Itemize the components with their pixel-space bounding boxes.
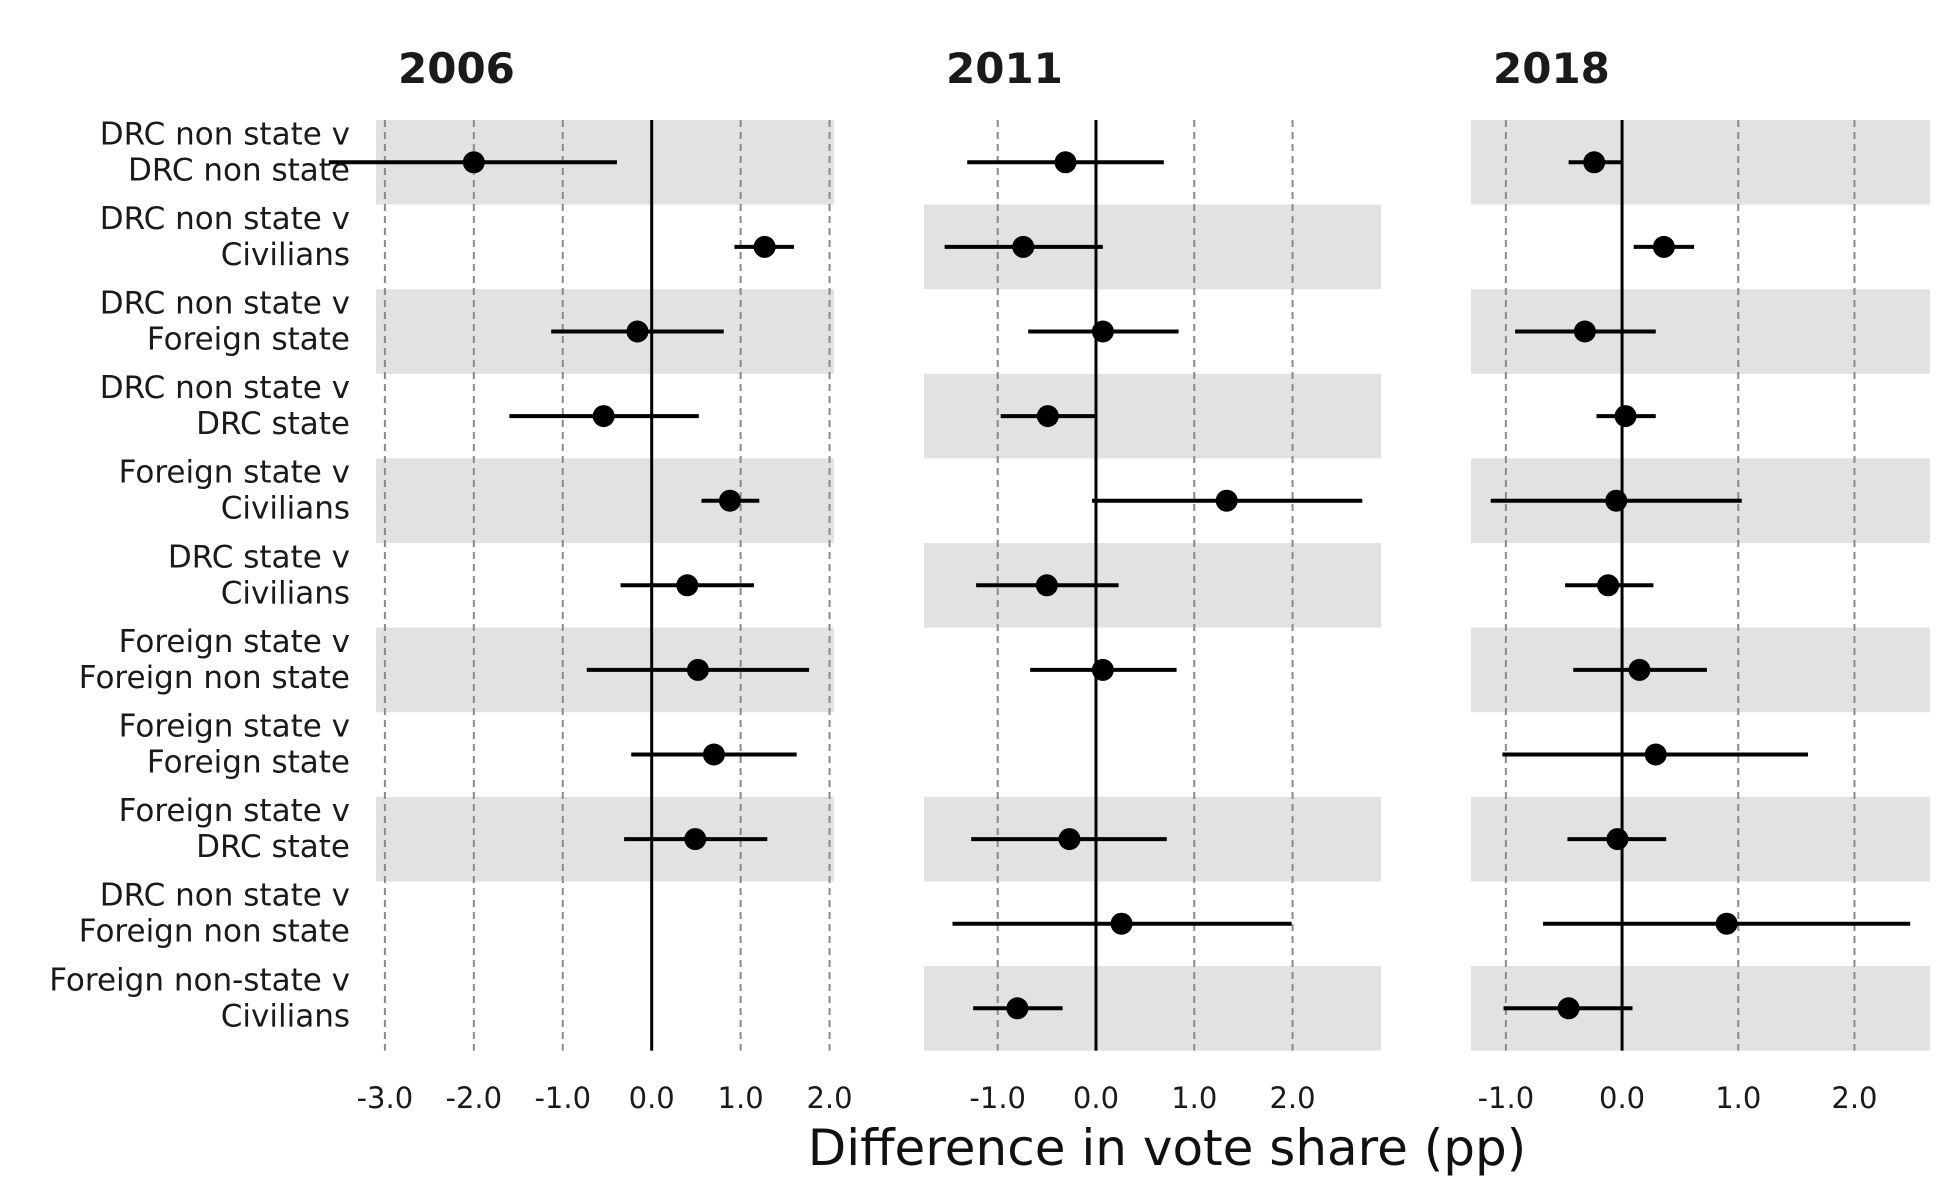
panel-title: 2011 (946, 44, 1063, 93)
row-band (376, 458, 834, 543)
row-label: DRC state v (168, 539, 350, 575)
tick-label: -1.0 (534, 1081, 591, 1115)
row-label: Foreign non state (79, 914, 350, 950)
tick-label: 0.0 (1599, 1081, 1645, 1115)
estimate-point (592, 405, 615, 428)
estimate-point (1583, 151, 1606, 174)
panel-2006: -3.0 -2.0 -1.0 0.0 1.0 2.0 2006 (328, 44, 853, 1115)
estimate-point (1035, 574, 1058, 597)
row-label: DRC non state (128, 152, 350, 188)
tick-label: -2.0 (446, 1081, 503, 1115)
panel-2011: -1.0 0.0 1.0 2.0 2011 (924, 44, 1381, 1115)
estimate-point (1036, 405, 1059, 428)
row-label: Foreign state v (119, 455, 350, 491)
row-label: Foreign state v (119, 624, 350, 660)
estimate-point (753, 235, 776, 258)
row-band (1471, 796, 1930, 882)
estimate-point (1557, 997, 1580, 1020)
tick-label: 0.0 (1073, 1081, 1119, 1115)
estimate-point (676, 574, 699, 597)
tick-label: 0.0 (629, 1081, 675, 1115)
tick-label: 2.0 (1269, 1081, 1315, 1115)
row-label: DRC state (196, 829, 350, 865)
row-label: Civilians (221, 491, 350, 527)
estimate-point (1006, 997, 1029, 1020)
row-band (924, 373, 1381, 459)
tick-label: -1.0 (1478, 1081, 1535, 1115)
estimate-point (1644, 743, 1667, 766)
row-label: DRC non state v (100, 201, 350, 237)
estimate-point (1091, 658, 1114, 681)
row-label: DRC state (196, 406, 350, 442)
estimate-point (1628, 658, 1651, 681)
row-label: Civilians (221, 237, 350, 273)
tick-label: -1.0 (969, 1081, 1026, 1115)
panel-2018: -1.0 0.0 1.0 2.0 2018 (1471, 44, 1930, 1115)
row-label: Foreign non-state v (49, 962, 350, 998)
estimate-point (1091, 320, 1114, 343)
tick-label: 2.0 (1831, 1081, 1877, 1115)
estimate-point (1215, 489, 1238, 512)
estimate-point (1058, 828, 1081, 851)
row-label: Foreign state (147, 745, 350, 781)
tick-label: 1.0 (1715, 1081, 1761, 1115)
row-label: DRC non state v (100, 878, 350, 914)
panel-title: 2018 (1493, 44, 1610, 93)
tick-label: 2.0 (806, 1081, 852, 1115)
row-label: Foreign state v (119, 709, 350, 745)
row-label: DRC non state v (100, 286, 350, 322)
estimate-point (1606, 828, 1629, 851)
estimate-point (1597, 574, 1620, 597)
row-label: Civilians (221, 998, 350, 1034)
row-label: Foreign state v (119, 793, 350, 829)
row-label: Civilians (221, 575, 350, 611)
row-label: DRC non state v (100, 116, 350, 152)
estimate-point (1652, 235, 1675, 258)
estimate-point (462, 151, 485, 174)
estimate-point (626, 320, 649, 343)
row-label: Foreign state (147, 322, 350, 358)
row-label: Foreign non state (79, 660, 350, 696)
tick-label: 1.0 (718, 1081, 764, 1115)
estimate-point (702, 743, 725, 766)
tick-label: 1.0 (1171, 1081, 1217, 1115)
estimate-point (684, 828, 707, 851)
estimate-point (1605, 489, 1628, 512)
estimate-point (1110, 912, 1133, 935)
panel-title: 2006 (398, 44, 515, 93)
estimate-point (718, 489, 741, 512)
estimate-point (1012, 235, 1035, 258)
row-band (1471, 120, 1930, 205)
row-label: DRC non state v (100, 370, 350, 406)
estimate-point (1715, 912, 1738, 935)
estimate-point (1614, 405, 1637, 428)
estimate-point (1573, 320, 1596, 343)
tick-label: -3.0 (357, 1081, 414, 1115)
x-axis-title: Difference in vote share (pp) (808, 1119, 1527, 1177)
estimate-point (1054, 151, 1077, 174)
estimate-point (686, 658, 709, 681)
